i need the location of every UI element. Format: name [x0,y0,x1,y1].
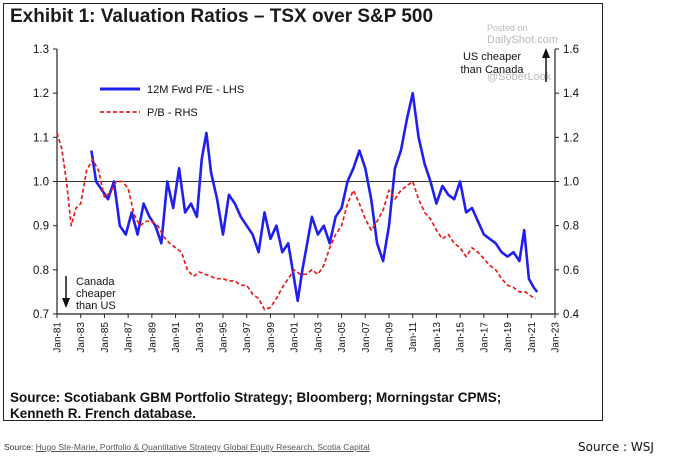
right-tick-label: 1.2 [563,132,579,144]
watermark-line-3: @SoberLook [487,71,552,83]
bottom-source-prefix: Source: [4,442,36,452]
left-tick-label: 0.8 [33,265,49,277]
x-tick-label: Jan-23 [551,322,562,353]
x-tick-label: Jan-93 [195,322,206,353]
right-tick-label: 0.4 [563,309,580,321]
annotation-top-arrowhead [542,48,550,58]
x-tick-label: Jan-09 [385,322,396,353]
x-tick-label: Jan-05 [337,322,348,353]
watermark-line-1: Posted on [487,23,528,33]
plot-area: 0.7 0.8 0.9 1.0 1.1 1.2 1.3 0.4 0.6 0.8 1.0 1.2 1.4 1… [33,23,580,353]
exhibit-frame: Exhibit 1: Valuation Ratios – TSX over S… [3,3,603,421]
x-tick-label: Jan-01 [290,322,301,353]
x-tick-label: Jan-89 [147,322,158,353]
source-note-line-1: Source: Scotiabank GBM Portfolio Strateg… [10,390,502,405]
x-tick-label: Jan-97 [242,322,253,353]
legend-label-pb: P/B - RHS [147,107,198,119]
x-tick-label: Jan-19 [503,322,514,353]
x-tick-label: Jan-95 [219,322,230,353]
x-tick-label: Jan-99 [266,322,277,353]
right-tick-label: 1.6 [563,44,579,56]
x-tick-label: Jan-03 [313,322,324,353]
x-tick-label: Jan-85 [100,322,111,353]
x-tick-label: Jan-81 [53,322,64,353]
annotation-top-line-2: than Canada [461,64,525,76]
right-tick-label: 0.6 [563,265,579,277]
exhibit-title: Exhibit 1: Valuation Ratios – TSX over S… [10,6,434,27]
bottom-source: Source: Hugo Ste-Marie, Portfolio & Quan… [4,442,370,452]
left-tick-label: 1.3 [33,44,49,56]
left-tick-label: 0.7 [33,309,49,321]
left-tick-label: 1.1 [33,132,49,144]
x-tick-label: Jan-07 [361,322,372,353]
left-tick-label: 0.9 [33,221,49,233]
series-line-pe [90,91,539,303]
source-note-line-2: Kenneth R. French database. [10,406,197,421]
annotation-bottom-line-1: Canada [76,276,115,288]
left-tick-label: 1.0 [33,177,49,189]
x-tick-label: Jan-15 [456,322,467,353]
x-tick-label: Jan-87 [124,322,135,353]
legend-label-pe: 12M Fwd P/E - LHS [147,84,244,96]
annotation-top-line-1: US cheaper [463,51,521,63]
x-tick-label: Jan-91 [171,322,182,353]
x-tick-label: Jan-83 [76,322,87,353]
x-tick-label: Jan-11 [408,322,419,352]
bottom-source-link[interactable]: Hugo Ste-Marie, Portfolio & Quantitative… [35,442,370,452]
right-tick-label: 1.0 [563,177,579,189]
source-note: Source: Scotiabank GBM Portfolio Strateg… [10,390,501,422]
x-tick-label: Jan-17 [479,322,490,353]
watermark-line-2: DailyShot.com [487,34,558,46]
right-tick-label: 0.8 [563,221,579,233]
x-tick-label: Jan-21 [527,322,538,353]
left-tick-label: 1.2 [33,88,49,100]
credit-label: Source : WSJ [578,440,654,454]
annotation-bottom-line-2: cheaper [76,288,116,300]
annotation-bottom-line-3: than US [76,300,116,312]
series-line-pb [56,132,537,311]
x-tick-label: Jan-13 [432,322,443,353]
right-tick-label: 1.4 [563,88,580,100]
annotation-bottom-arrowhead [62,298,70,308]
